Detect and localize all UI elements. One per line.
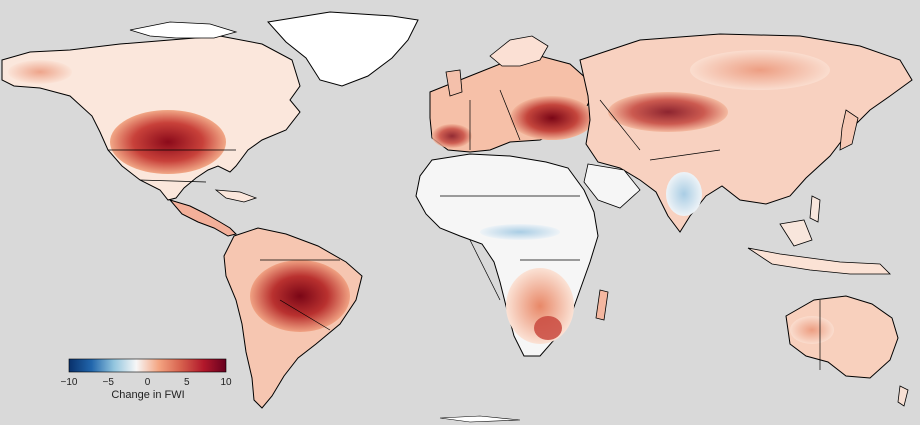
black-sea-hotspot [510, 96, 594, 140]
borneo [779, 219, 813, 247]
alaska-warm [8, 60, 72, 84]
colorbar-tick-label: 0 [144, 377, 151, 388]
central-america [168, 199, 237, 237]
central-asia-hotspot [608, 92, 728, 132]
greenland [267, 11, 419, 87]
colorbar-tick-label: −10 [60, 377, 78, 388]
madagascar [595, 289, 609, 321]
colorbar-tick-label: −5 [102, 377, 114, 388]
philippines [809, 195, 821, 223]
brazil-hotspot [250, 260, 350, 332]
australia-warm [790, 316, 834, 344]
colorbar-tick-label: 5 [183, 377, 190, 388]
indonesia [747, 247, 891, 275]
scandinavia [489, 35, 549, 67]
colorbar-tick-label: 10 [220, 377, 232, 388]
canadian-archipelago [129, 21, 238, 39]
africa [415, 153, 599, 357]
britain [445, 69, 463, 97]
caribbean [214, 189, 258, 203]
southern-africa-core [534, 316, 562, 340]
new-zealand [897, 385, 909, 407]
antarctica-edge [439, 415, 521, 423]
japan [839, 109, 859, 151]
siberia-warm [690, 50, 830, 90]
colorbar [68, 358, 227, 373]
colorbar-gradient [68, 358, 227, 373]
colorbar-labels: −10 −5 0 5 10 Change in FWI [58, 352, 238, 412]
colorbar-title: Change in FWI [111, 389, 185, 401]
arabia [583, 163, 641, 209]
iberia-hotspot [432, 124, 472, 148]
india-decrease [666, 172, 702, 216]
country-borders [108, 89, 821, 370]
sahel-decrease [480, 224, 560, 240]
asia [579, 33, 913, 233]
us-hotspot [110, 110, 226, 174]
